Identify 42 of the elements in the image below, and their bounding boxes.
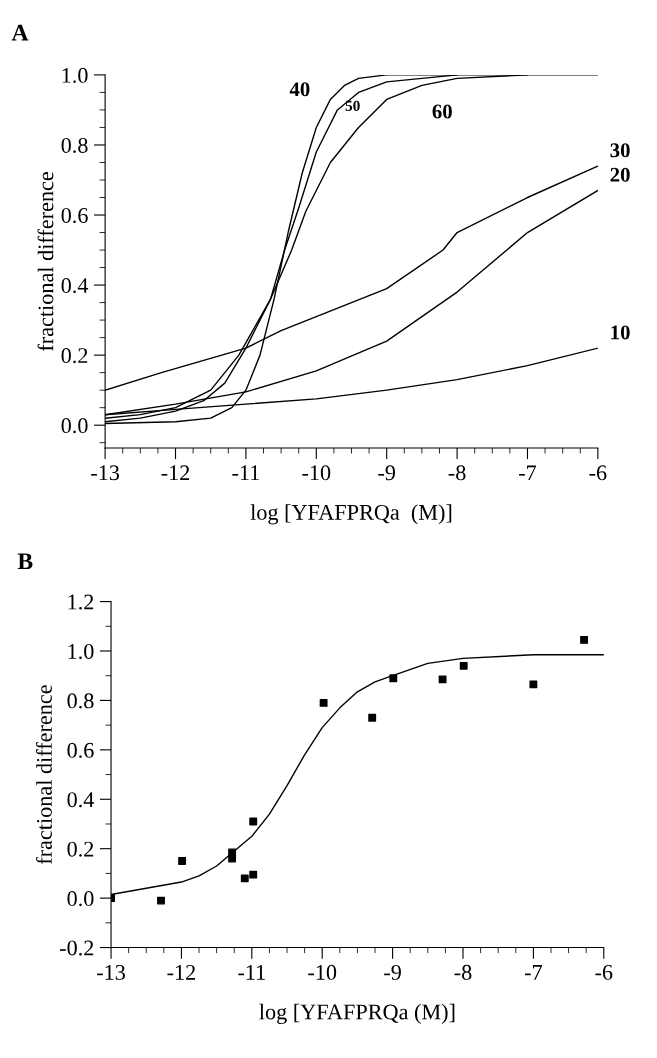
y-tick-label: -0.2 — [60, 940, 94, 956]
y-tick-label: 1.0 — [62, 67, 88, 83]
x-tick-label: -8 — [454, 964, 472, 980]
x-tick-label: -7 — [524, 965, 543, 980]
chart-title: B — [17, 553, 33, 570]
x-tick-label: -6 — [589, 465, 607, 481]
series-label: 60 — [432, 104, 452, 119]
x-axis-title: log [YFAFPRQa (M)] — [259, 1003, 455, 1025]
series-label: 50 — [345, 100, 360, 111]
y-tick-label: 1.2 — [68, 594, 94, 610]
y-tick-label: 0.0 — [67, 891, 94, 907]
x-tick-label: -8 — [448, 465, 466, 481]
y-tick-label: 0.6 — [67, 742, 94, 758]
x-tick-label: -11 — [232, 465, 259, 481]
x-tick-label: -13 — [97, 964, 125, 980]
x-axis-title: log [YFAFPRQa (M)] — [250, 504, 452, 525]
y-tick-label: 0.8 — [61, 137, 88, 153]
y-tick-label: 0.6 — [61, 207, 88, 224]
x-tick-label: -7 — [519, 465, 537, 481]
y-tick-label: 1.0 — [68, 643, 94, 660]
y-tick-label: 0.4 — [61, 278, 89, 294]
chart-title: A — [11, 24, 29, 41]
x-tick-label: -9 — [378, 465, 396, 481]
y-axis-title: fractional difference — [37, 172, 54, 351]
y-tick-label: 0.2 — [67, 841, 94, 857]
x-tick-label: -13 — [91, 465, 120, 481]
x-tick-label: -12 — [167, 964, 196, 980]
x-tick-label: -12 — [161, 465, 190, 481]
y-tick-label: 0.0 — [61, 418, 88, 434]
y-tick-label: 0.2 — [61, 348, 88, 364]
x-tick-label: -6 — [595, 964, 613, 980]
y-axis-title: fractional difference — [36, 685, 52, 865]
series-label: 40 — [289, 82, 310, 97]
x-tick-label: -9 — [384, 964, 401, 980]
x-tick-label: -10 — [308, 964, 337, 980]
x-tick-label: -11 — [238, 964, 265, 980]
series-label: 30 — [610, 143, 630, 158]
series-label: 10 — [611, 325, 630, 340]
y-tick-label: 0.4 — [67, 792, 95, 808]
x-tick-label: -10 — [302, 465, 331, 481]
y-tick-label: 0.8 — [67, 693, 94, 709]
series-label: 20 — [610, 167, 630, 182]
